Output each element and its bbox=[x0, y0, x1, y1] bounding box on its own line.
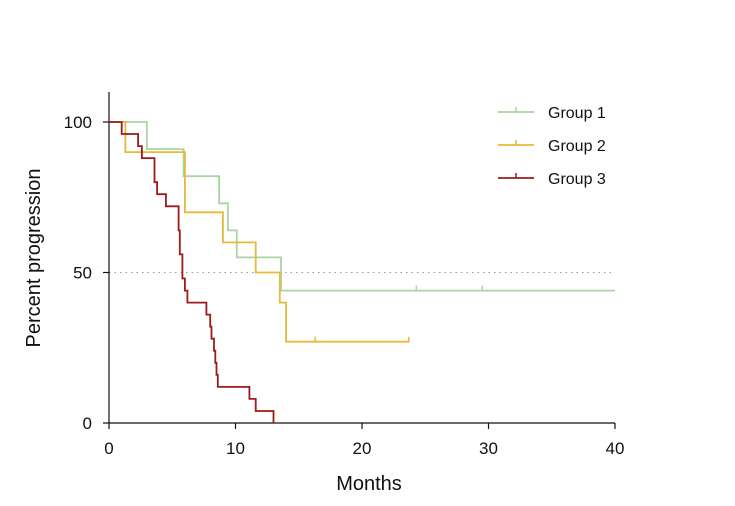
series-line-group-2 bbox=[109, 121, 409, 343]
x-tick-label: 10 bbox=[226, 439, 245, 458]
series-line-group-3 bbox=[109, 121, 275, 423]
series-line-group-1 bbox=[109, 121, 615, 292]
y-axis-title: Percent progression bbox=[23, 169, 45, 348]
x-tick-label: 20 bbox=[353, 439, 372, 458]
x-tick-label: 40 bbox=[606, 439, 625, 458]
axes-layer: 0 10 20 30 40 0 50 100 Months Percent progression bbox=[23, 92, 624, 495]
y-tick-label: 50 bbox=[73, 264, 92, 283]
y-tick-label: 0 bbox=[83, 414, 92, 433]
x-tick-label: 30 bbox=[479, 439, 498, 458]
legend-label: Group 2 bbox=[548, 138, 606, 155]
legend-label: Group 1 bbox=[548, 105, 606, 122]
y-tick-label: 100 bbox=[64, 113, 92, 132]
x-tick-label: 0 bbox=[104, 439, 113, 458]
legend: Group 1 Group 2 Group 3 bbox=[498, 105, 606, 188]
x-axis-title: Months bbox=[336, 473, 402, 495]
series-layer bbox=[109, 121, 615, 423]
legend-label: Group 3 bbox=[548, 171, 606, 188]
